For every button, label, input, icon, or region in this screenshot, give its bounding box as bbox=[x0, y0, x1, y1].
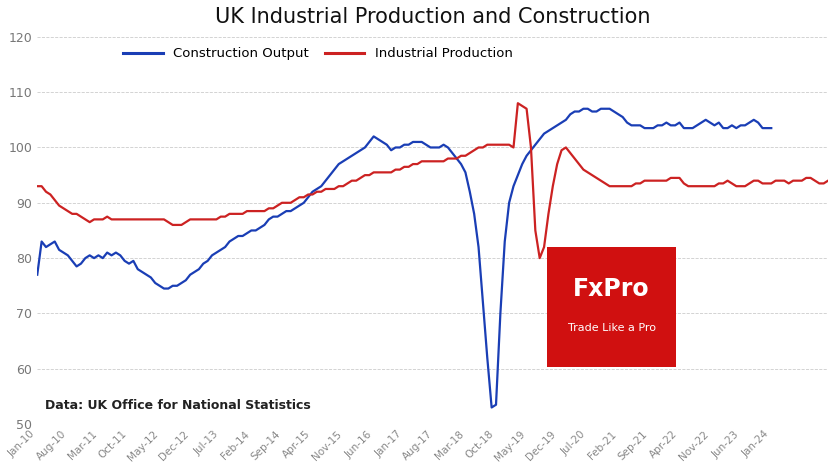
Text: Data: UK Office for National Statistics: Data: UK Office for National Statistics bbox=[45, 400, 311, 413]
Text: Trade Like a Pro: Trade Like a Pro bbox=[568, 323, 655, 333]
Title: UK Industrial Production and Construction: UK Industrial Production and Constructio… bbox=[215, 7, 650, 27]
Text: FxPro: FxPro bbox=[574, 277, 650, 301]
Legend: Construction Output, Industrial Production: Construction Output, Industrial Producti… bbox=[123, 47, 513, 60]
